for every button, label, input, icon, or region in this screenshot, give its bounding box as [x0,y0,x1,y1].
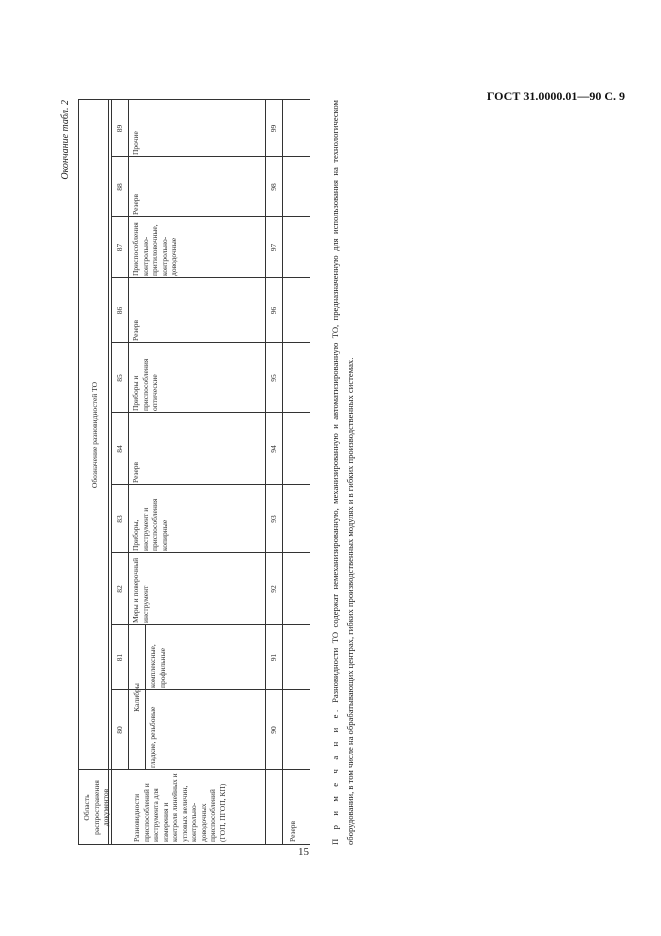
table-note: П р и м е ч а н и е. Разновидности ТО со… [328,100,358,845]
code-cell: 86 [115,306,124,315]
code-cell: 88 [115,183,124,191]
group-column-header: Обозначение разновидностей ТО [90,381,99,489]
codes2-row-rule [282,100,283,845]
code-cell: 95 [269,374,278,382]
column-rule [78,99,310,100]
code-cell: 92 [269,585,278,593]
table-continuation-caption: Окончание табл. 2 [60,100,71,180]
column-rule [111,156,310,157]
column-rule [111,277,310,278]
content-row-rule [265,100,266,845]
column-rule [111,624,310,625]
code-cell: 98 [269,183,278,191]
running-header: ГОСТ 31.0000.01—90 С. 9 [486,89,625,103]
row-scope-1: Разновидности приспособлений и инструмен… [132,773,227,842]
row-scope-2: Резерв [288,820,297,842]
column-rule [111,689,310,690]
type-cell: Резерв [131,319,140,341]
kalibry-label: Калибры [132,683,141,712]
type-cell: Резерв [131,461,140,483]
code-cell: 90 [269,726,278,734]
code-cell: 91 [269,653,278,662]
type-cell: Резерв [131,193,140,215]
double-rule-a [108,100,109,845]
table-top-border [78,100,79,845]
kalibry-subrule [145,625,146,770]
column-rule [111,412,310,413]
column-rule [78,769,310,770]
code-cell: 89 [115,124,124,133]
code-cell: 96 [269,306,278,315]
code-cell: 87 [115,243,124,252]
code-cell: 85 [115,374,124,382]
type-cell: Меры и поверочный инструмент [131,557,150,623]
column-rule [111,216,310,217]
type-cell: Прочие [131,131,140,155]
code-cell: 94 [269,445,278,453]
code-cell: 99 [269,124,278,133]
type-cell: комплексные, профильные [148,644,167,688]
note-label: П р и м е ч а н и е. [330,707,340,845]
column-rule [78,844,310,845]
page-number: 15 [298,846,309,858]
rotated-table-page: Окончание табл. 2 Область распространени… [60,90,380,860]
type-cell: Приборы и приспособления оптические [131,358,159,411]
code-cell: 81 [115,653,124,662]
column-rule [111,484,310,485]
code-cell: 93 [269,515,278,523]
code-cell: 97 [269,243,278,252]
type-cell: гладкие, резьбовые [148,706,157,768]
code-cell: 83 [115,515,124,523]
column-rule [111,342,310,343]
type-cell: Приборы, инструмент и приспособления коп… [131,498,169,551]
double-rule-b [111,100,112,845]
code-cell: 80 [115,726,124,734]
column-rule [111,552,310,553]
scope-column-header: Область распространения документов [82,780,110,835]
type-cell: Приспособления контрольно-притиловочные,… [131,222,178,276]
code-cell: 82 [115,585,124,593]
code-cell: 84 [115,445,124,453]
codes-row-rule [128,100,129,770]
